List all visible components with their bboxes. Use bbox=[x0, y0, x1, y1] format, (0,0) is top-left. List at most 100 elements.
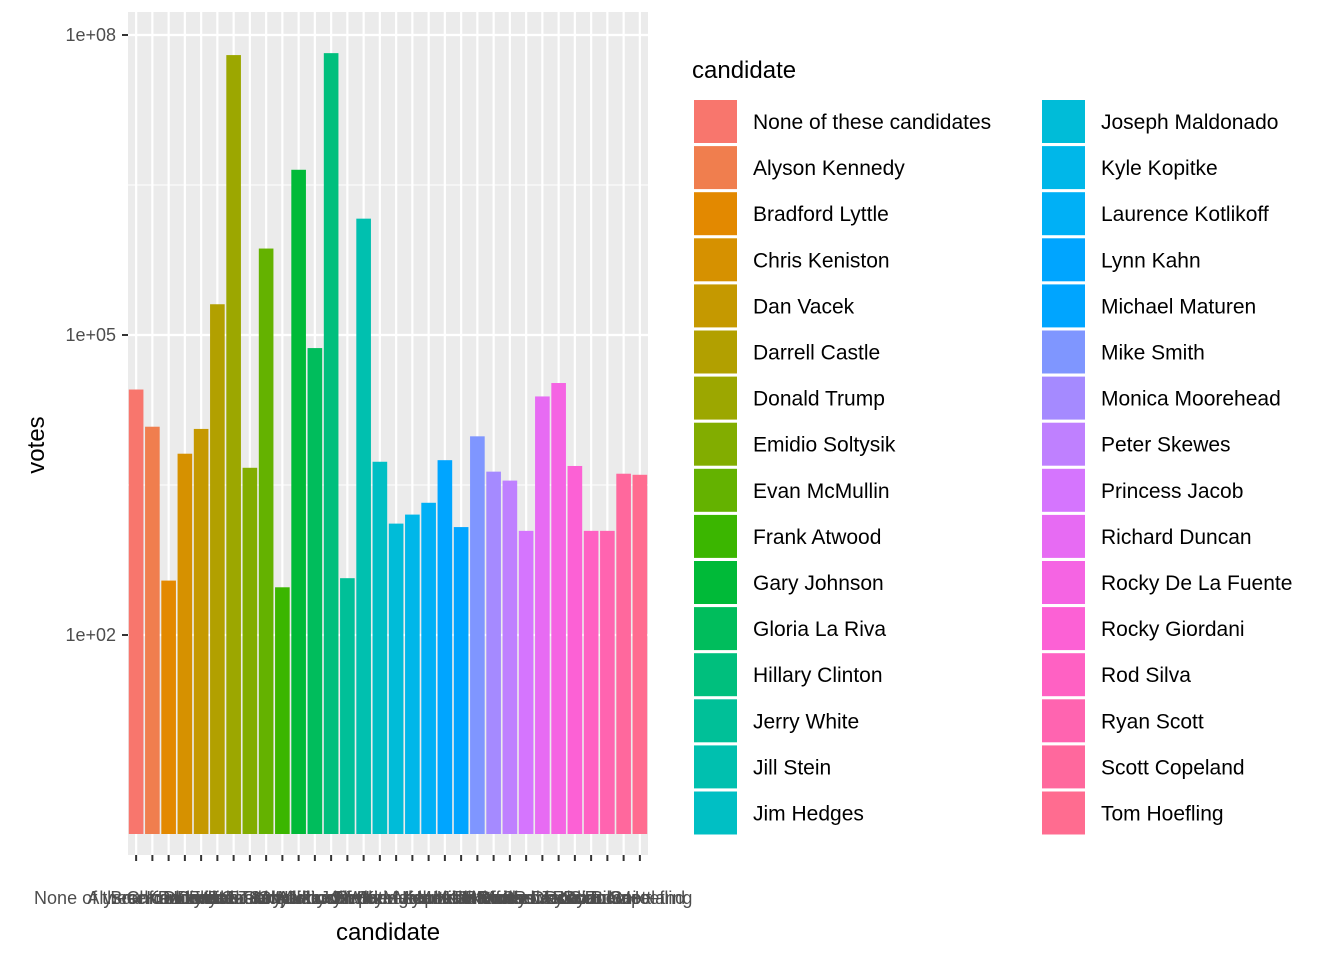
bar bbox=[226, 55, 241, 835]
bar bbox=[421, 502, 436, 834]
x-tick-label: Jerry White bbox=[302, 888, 393, 908]
x-tick-label: Michael Maturen bbox=[395, 888, 528, 908]
legend-key bbox=[694, 422, 737, 466]
x-tick-label: Jim Hedges bbox=[332, 888, 427, 908]
x-tick-label: Rocky Giordani bbox=[513, 888, 636, 908]
legend-label: Chris Keniston bbox=[753, 249, 890, 272]
legend-key bbox=[694, 146, 737, 190]
bar bbox=[551, 383, 566, 834]
x-tick-label: Mike Smith bbox=[433, 888, 522, 908]
legend-label: Frank Atwood bbox=[753, 526, 881, 549]
legend-label: Joseph Maldonado bbox=[1101, 111, 1278, 134]
x-tick-label: None of these candidates bbox=[34, 888, 238, 908]
legend-label: Donald Trump bbox=[753, 388, 885, 411]
x-tick-label: Tom Hoefling bbox=[587, 888, 692, 908]
y-tick-label: 1e+08 bbox=[65, 25, 116, 45]
legend-key bbox=[694, 192, 737, 236]
legend-label: Dan Vacek bbox=[753, 295, 855, 318]
legend-label: Jill Stein bbox=[753, 756, 831, 779]
bar bbox=[177, 453, 193, 834]
legend-key bbox=[1042, 745, 1085, 789]
bar bbox=[502, 480, 518, 834]
y-axis: 1e+02 1e+05 1e+08 bbox=[65, 25, 128, 645]
x-tick-label: Scott Copeland bbox=[562, 888, 685, 908]
x-tick-label: Kyle Kopitke bbox=[362, 888, 462, 908]
legend-key bbox=[694, 100, 737, 143]
legend-label: Lynn Kahn bbox=[1101, 249, 1201, 272]
legend-label: Kyle Kopitke bbox=[1101, 157, 1218, 180]
legend-label: Gary Johnson bbox=[753, 572, 884, 595]
legend-label: Gloria La Riva bbox=[753, 618, 886, 641]
x-tick-label: Alyson Kennedy bbox=[87, 888, 217, 908]
bar bbox=[128, 389, 144, 834]
bar bbox=[470, 436, 485, 834]
legend-key bbox=[1042, 791, 1085, 835]
bar bbox=[388, 523, 404, 834]
legend: candidate None of these candidates Alyson… bbox=[692, 57, 1292, 835]
legend-label: Ryan Scott bbox=[1101, 710, 1204, 733]
bar bbox=[486, 471, 501, 834]
x-tick-label: Ryan Scott bbox=[563, 888, 651, 908]
legend-key bbox=[1042, 607, 1085, 651]
legend-key bbox=[1042, 284, 1085, 328]
legend-label: Emidio Soltysik bbox=[753, 434, 896, 457]
legend-label: Mike Smith bbox=[1101, 342, 1205, 365]
bar bbox=[275, 587, 290, 834]
bar bbox=[145, 426, 160, 834]
bar bbox=[356, 218, 371, 834]
legend-key bbox=[694, 607, 737, 651]
bar bbox=[583, 530, 599, 834]
legend-key bbox=[1042, 146, 1085, 190]
legend-label: Monica Moorehead bbox=[1101, 388, 1281, 411]
x-tick-label: Monica Moorehead bbox=[417, 888, 571, 908]
legend-label: Peter Skewes bbox=[1101, 434, 1231, 457]
y-tick-label: 1e+02 bbox=[65, 625, 116, 645]
legend-key bbox=[694, 653, 737, 697]
legend-key bbox=[694, 791, 737, 835]
legend-key bbox=[694, 514, 737, 558]
legend-key bbox=[1042, 699, 1085, 743]
x-tick-label: Richard Duncan bbox=[478, 888, 607, 908]
bar bbox=[405, 514, 420, 834]
legend-label: Michael Maturen bbox=[1101, 295, 1256, 318]
x-tick-label: Princess Jacob bbox=[465, 888, 587, 908]
x-tick-label: Evan McMullin bbox=[208, 888, 325, 908]
x-tick-label: Darrell Castle bbox=[163, 888, 272, 908]
bar bbox=[340, 578, 355, 834]
x-tick-label: Jill Stein bbox=[330, 888, 397, 908]
bar bbox=[437, 460, 453, 834]
legend-key bbox=[1042, 653, 1085, 697]
bar bbox=[616, 473, 631, 834]
legend-label: Rocky De La Fuente bbox=[1101, 572, 1292, 595]
legend-key bbox=[694, 330, 737, 374]
bar bbox=[161, 580, 176, 834]
bar bbox=[307, 348, 323, 834]
legend-key bbox=[1042, 514, 1085, 558]
bar bbox=[323, 53, 339, 835]
legend-key bbox=[1042, 561, 1085, 604]
x-tick-label: Rod Silva bbox=[553, 888, 631, 908]
legend-label: Rod Silva bbox=[1101, 664, 1191, 687]
x-tick-label: Hillary Clinton bbox=[276, 888, 387, 908]
x-tick-label: Dan Vacek bbox=[158, 888, 246, 908]
legend-key bbox=[694, 745, 737, 789]
bar bbox=[193, 428, 209, 834]
legend-label: Rocky Giordani bbox=[1101, 618, 1245, 641]
bar bbox=[535, 396, 550, 834]
bar bbox=[242, 467, 258, 834]
bars bbox=[128, 53, 648, 835]
x-tick-label: Laurence Kotlikoff bbox=[357, 888, 502, 908]
x-tick-label: Peter Skewes bbox=[454, 888, 565, 908]
legend-label: Evan McMullin bbox=[753, 480, 890, 503]
x-tick-label: Bradford Lyttle bbox=[110, 888, 226, 908]
legend-key bbox=[694, 284, 737, 328]
x-tick-label: Joseph Maldonado bbox=[320, 888, 472, 908]
y-axis-title: votes bbox=[23, 416, 50, 473]
legend-key bbox=[1042, 330, 1085, 374]
legend-label: Scott Copeland bbox=[1101, 756, 1245, 779]
legend-key bbox=[1042, 100, 1085, 143]
bar bbox=[518, 530, 534, 834]
legend-key bbox=[1042, 468, 1085, 512]
x-tick-label: Rocky De La Fuente bbox=[477, 888, 641, 908]
legend-label: Hillary Clinton bbox=[753, 664, 883, 687]
